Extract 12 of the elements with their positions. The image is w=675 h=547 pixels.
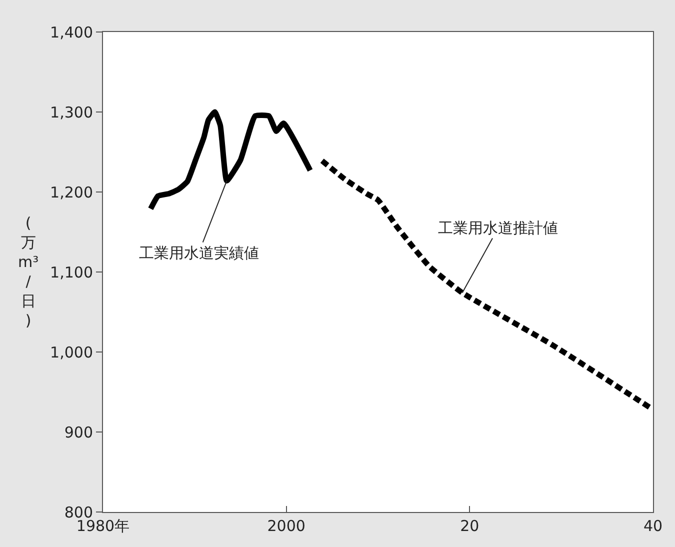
y-tick-label: 1,300 — [50, 103, 93, 122]
x-tick-label: 2000 — [267, 517, 306, 535]
y-tick-label: 1,000 — [50, 343, 93, 362]
y-axis-title: (万m³/日) — [18, 214, 39, 330]
annotation: 工業用水道実績値 — [139, 244, 259, 262]
y-tick-label: 900 — [64, 423, 93, 442]
x-tick-label: 40 — [643, 517, 663, 535]
y-tick-label: 1,400 — [50, 23, 93, 42]
y-tick-label: 1,200 — [50, 183, 93, 202]
y-tick-label: 1,100 — [50, 263, 93, 282]
x-tick-label: 20 — [460, 517, 480, 535]
annotation: 工業用水道推計値 — [438, 219, 558, 237]
